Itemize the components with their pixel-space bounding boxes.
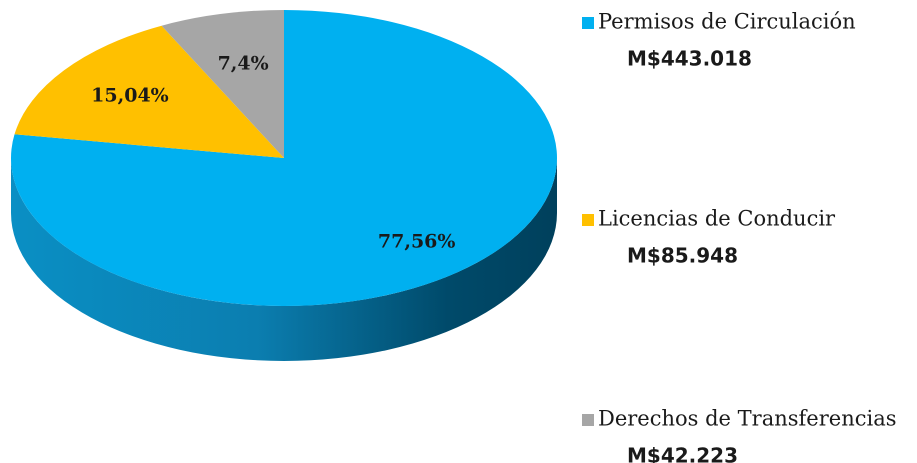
legend-label: Permisos de Circulación <box>598 10 856 34</box>
legend-swatch <box>582 414 594 426</box>
legend-swatch <box>582 17 594 29</box>
pie-slice <box>10 10 557 306</box>
slice-label: 7,4% <box>218 52 269 74</box>
legend-label: Derechos de Transferencias <box>598 407 897 431</box>
pie-slice <box>161 10 284 158</box>
slice-label: 77,56% <box>378 231 456 253</box>
legend-swatch <box>582 214 594 226</box>
legend-amount: M$443.018 <box>627 47 752 71</box>
legend-label: Licencias de Conducir <box>598 207 836 231</box>
legend-amount: M$85.948 <box>627 244 738 268</box>
legend-amount: M$42.223 <box>627 444 738 463</box>
pie-slice <box>14 25 285 158</box>
pie-side <box>11 158 557 361</box>
slice-label: 15,04% <box>91 85 169 107</box>
